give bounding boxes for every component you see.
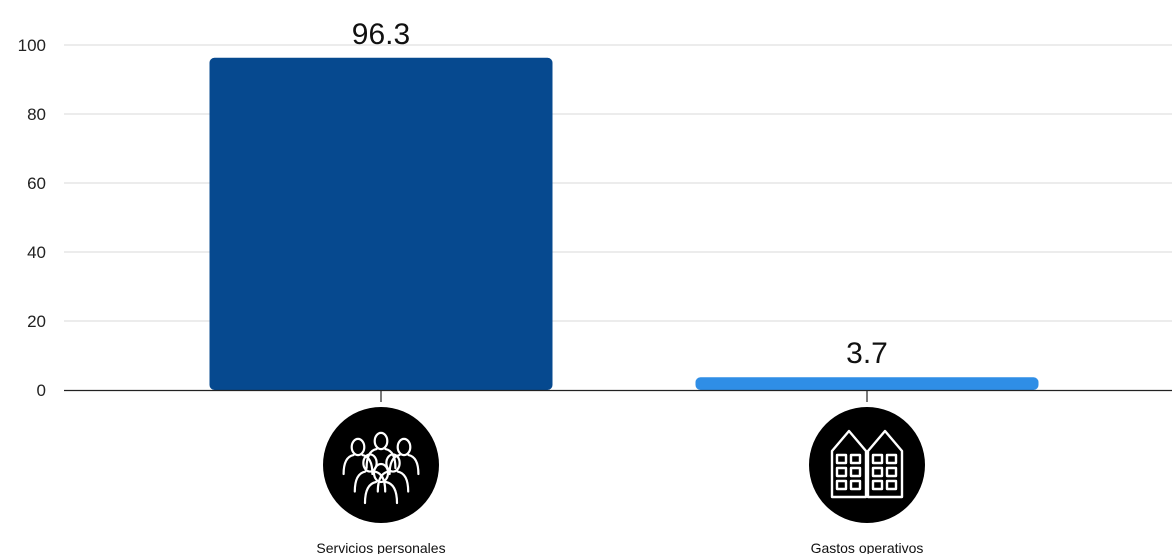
value-label: 3.7: [846, 337, 888, 370]
y-tick-label: 80: [27, 105, 46, 124]
y-axis-ticks: 0 20 40 60 80 100: [18, 36, 46, 400]
bar-1: [209, 57, 553, 390]
value-label: 96.3: [352, 18, 410, 51]
people-group-icon: [323, 407, 439, 523]
bar-2: [695, 377, 1039, 390]
y-tick-label: 20: [27, 312, 46, 331]
y-tick-label: 0: [37, 381, 46, 400]
y-tick-label: 100: [18, 36, 46, 55]
categories: Servicios personales Gastos operativos: [316, 390, 925, 554]
y-tick-label: 40: [27, 243, 46, 262]
bars: 96.3 3.7: [209, 18, 1039, 390]
category-label: Servicios personales: [316, 540, 445, 554]
category-label: Gastos operativos: [811, 540, 924, 554]
y-tick-label: 60: [27, 174, 46, 193]
buildings-icon: [809, 407, 925, 523]
